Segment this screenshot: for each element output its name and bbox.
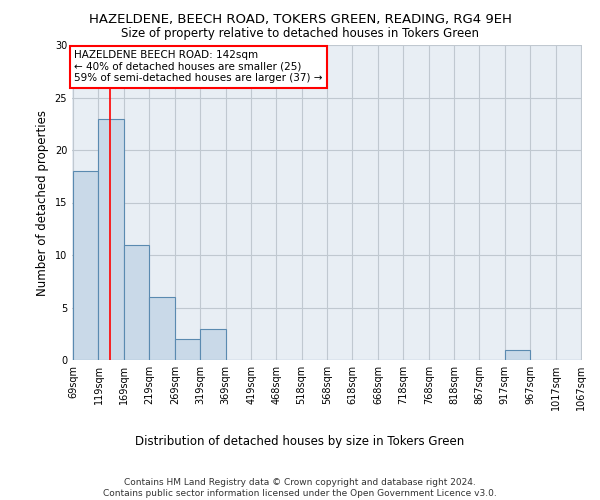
Text: Size of property relative to detached houses in Tokers Green: Size of property relative to detached ho… (121, 28, 479, 40)
Text: Distribution of detached houses by size in Tokers Green: Distribution of detached houses by size … (136, 435, 464, 448)
Text: HAZELDENE BEECH ROAD: 142sqm
← 40% of detached houses are smaller (25)
59% of se: HAZELDENE BEECH ROAD: 142sqm ← 40% of de… (74, 50, 323, 84)
Bar (175, 339, 200, 360)
Text: Contains HM Land Registry data © Crown copyright and database right 2024.
Contai: Contains HM Land Registry data © Crown c… (103, 478, 497, 498)
Bar (505, 350, 530, 360)
Bar (98, 118, 124, 360)
Text: HAZELDENE, BEECH ROAD, TOKERS GREEN, READING, RG4 9EH: HAZELDENE, BEECH ROAD, TOKERS GREEN, REA… (89, 12, 511, 26)
Bar (124, 244, 149, 360)
Y-axis label: Number of detached properties: Number of detached properties (36, 110, 49, 296)
Bar (149, 297, 175, 360)
Bar (200, 328, 226, 360)
Bar (73, 171, 98, 360)
